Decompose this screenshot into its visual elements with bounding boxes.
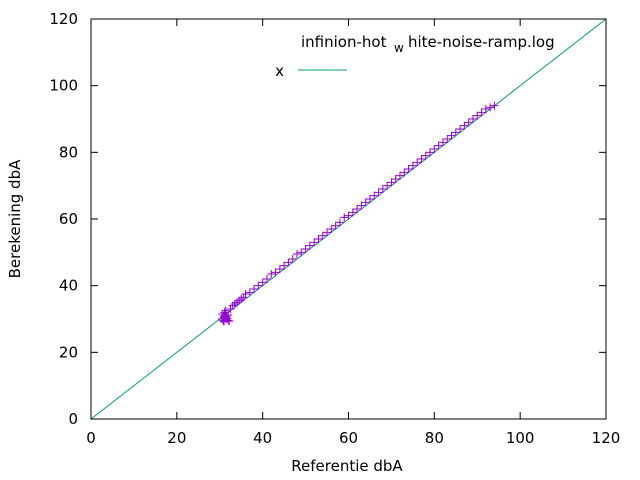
data-point: [301, 245, 310, 253]
data-point: [361, 198, 370, 207]
data-point: [460, 121, 469, 130]
data-point: [228, 301, 237, 310]
x-axis-label: Referentie dbA: [291, 457, 403, 475]
chart-title: infinion-hot w hite-noise-ramp.log: [301, 33, 555, 55]
data-point: [426, 148, 435, 157]
data-point: [430, 145, 439, 153]
data-point: [284, 258, 293, 267]
x-tick-label: 0: [86, 429, 96, 447]
data-point: [348, 208, 357, 217]
data-point: [421, 151, 430, 160]
data-point: [383, 181, 392, 190]
data-point: [443, 135, 452, 143]
point-series: [217, 101, 499, 326]
data-point: [451, 128, 460, 137]
data-point: [438, 138, 447, 147]
data-point: [374, 188, 383, 197]
data-point: [258, 278, 267, 287]
data-point: [477, 108, 486, 117]
data-point: [331, 221, 340, 230]
data-point: [225, 317, 234, 325]
data-point: [365, 195, 374, 203]
data-point: [218, 310, 227, 318]
chart-title-rest: hite-noise-ramp.log: [408, 33, 555, 51]
data-point: [370, 191, 379, 200]
x-tick-label: 80: [425, 429, 444, 447]
data-point: [271, 268, 280, 277]
chart-title-main: infinion-hot: [301, 33, 387, 51]
data-point: [241, 290, 250, 298]
data-point: [408, 161, 417, 170]
data-layer: [90, 18, 607, 420]
y-tick-label: 0: [68, 410, 78, 428]
data-point: [245, 288, 254, 297]
data-point: [434, 141, 443, 150]
x-tick-label: 100: [506, 429, 535, 447]
y-tick-label: 60: [59, 210, 78, 228]
data-point: [344, 211, 353, 220]
data-point: [232, 298, 241, 307]
data-point: [239, 293, 248, 302]
data-point: [288, 255, 297, 263]
data-point: [314, 235, 323, 243]
data-point: [262, 275, 271, 283]
data-point: [226, 305, 235, 313]
legend: x: [275, 62, 347, 80]
data-point: [235, 296, 244, 305]
x-tick-label: 40: [253, 429, 272, 447]
data-point: [254, 281, 263, 290]
data-point: [357, 201, 366, 210]
y-axis-label: Berekening dbA: [6, 159, 24, 278]
data-point: [417, 155, 426, 163]
data-point: [293, 250, 301, 258]
data-point: [237, 295, 246, 303]
y-tick-label: 120: [49, 10, 78, 28]
data-point: [327, 225, 336, 233]
data-point: [486, 103, 495, 112]
data-point: [391, 175, 400, 183]
data-point: [275, 265, 284, 273]
data-point: [230, 300, 239, 308]
y-tick-label: 100: [49, 77, 78, 95]
data-point: [340, 213, 349, 222]
data-point: [267, 270, 276, 278]
data-point: [413, 158, 422, 167]
data-point: [221, 306, 230, 315]
data-point: [219, 312, 228, 320]
y-tick-label: 40: [59, 277, 78, 295]
data-point: [323, 228, 332, 237]
x-tick-label: 20: [167, 429, 186, 447]
data-point: [473, 111, 482, 120]
data-point: [353, 205, 362, 213]
data-point: [250, 285, 259, 293]
y-tick-label: 80: [59, 143, 78, 161]
data-point: [335, 218, 344, 227]
data-point: [297, 248, 306, 257]
data-point: [318, 231, 327, 240]
x-tick-label: 120: [592, 429, 621, 447]
data-point: [310, 238, 319, 247]
data-point: [404, 165, 413, 173]
data-point: [490, 101, 499, 110]
data-point: [481, 105, 490, 113]
ticks-layer: 0 20 40 60 80 100 120 0 20 40 60 80 100 120: [49, 10, 620, 447]
legend-label: x: [275, 62, 284, 80]
chart-title-subscript: w: [394, 41, 404, 55]
data-point: [305, 241, 314, 250]
data-point: [378, 185, 387, 193]
data-point: [387, 178, 396, 187]
data-point: [396, 171, 404, 180]
x-tick-label: 60: [339, 429, 358, 447]
data-point: [464, 118, 473, 127]
data-point: [468, 115, 477, 123]
data-point: [456, 125, 465, 133]
data-point: [400, 168, 409, 177]
data-point: [447, 131, 456, 140]
data-point: [224, 311, 233, 319]
data-point: [280, 261, 289, 270]
y-tick-label: 20: [59, 343, 78, 361]
